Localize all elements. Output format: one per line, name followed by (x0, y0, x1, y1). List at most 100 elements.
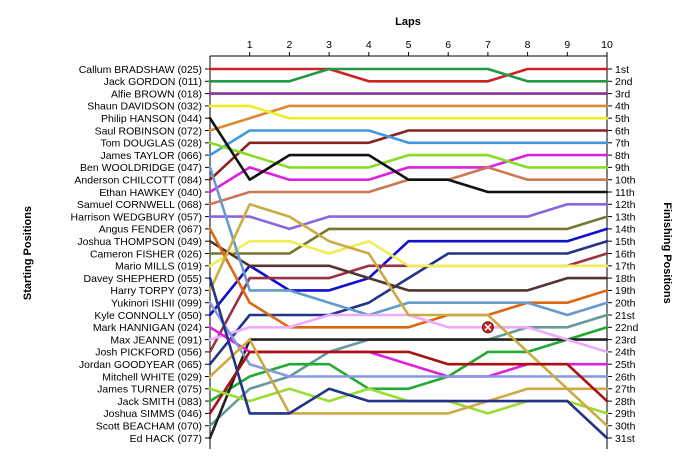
starting-position-label: Shaun DAVIDSON (032) (87, 101, 202, 113)
finishing-position-label: 2nd (615, 76, 633, 88)
finishing-position-label: 11th (615, 187, 635, 199)
finishing-position-label: 26th (615, 371, 636, 383)
starting-position-label: Josh PICKFORD (056) (95, 347, 202, 359)
finishing-position-label: 12th (615, 199, 636, 211)
finishing-position-label: 15th (615, 236, 636, 248)
chart-title: Laps (395, 16, 421, 28)
driver-line (208, 276, 609, 440)
driver-line (208, 239, 609, 268)
driver-line (208, 239, 609, 292)
left-axis-title: Starting Positions (22, 206, 34, 300)
driver-line (208, 203, 609, 391)
finishing-position-label: 17th (615, 261, 636, 273)
starting-position-label: Davey SHEPHERD (055) (84, 273, 202, 285)
x-tick-label: 9 (564, 39, 570, 51)
starting-position-label: Mark HANNIGAN (024) (93, 322, 202, 334)
finishing-position-label: 1st (615, 64, 629, 76)
starting-position-label: Max JEANNE (091) (110, 334, 202, 346)
finishing-position-label: 4th (615, 101, 630, 113)
starting-position-label: Kyle CONNOLLY (050) (94, 310, 202, 322)
axis-labels: 1 2 3 4 5 6 7 8 9 10 Callum BRADSHAW (025)Jack GOR… (71, 39, 639, 445)
series-lines (208, 67, 609, 440)
driver-line (208, 129, 609, 181)
starting-position-label: Joshua THOMPSON (049) (77, 236, 202, 248)
driver-line (208, 301, 609, 378)
starting-position-label: Jack SMITH (083) (117, 396, 202, 408)
driver-line (208, 338, 609, 428)
x-tick-label: 4 (366, 39, 372, 51)
finishing-position-label: 22nd (615, 322, 639, 334)
starting-position-label: Ed HACK (077) (130, 433, 202, 445)
finishing-position-label: 20th (615, 298, 636, 310)
right-axis-title: Finishing Positions (661, 202, 673, 303)
driver-line (208, 153, 609, 194)
driver-line (208, 350, 609, 415)
starting-position-label: Angus FENDER (067) (99, 224, 202, 236)
starting-position-label: Cameron FISHER (026) (90, 248, 202, 260)
starting-position-label: Tom DOUGLAS (028) (100, 138, 202, 150)
starting-position-label: Harrison WEDGBURY (057) (71, 211, 202, 223)
driver-line (208, 67, 609, 83)
finishing-position-label: 6th (615, 125, 630, 137)
driver-line (208, 67, 609, 83)
starting-position-label: Ben WOOLDRIDGE (047) (80, 162, 202, 174)
driver-line (208, 338, 609, 440)
driver-line (208, 203, 609, 231)
driver-line (208, 215, 609, 255)
driver-line (208, 227, 609, 329)
finishing-position-label: 21st (615, 310, 635, 322)
finishing-position-label: 14th (615, 224, 636, 236)
starting-position-label: Harry TORPY (073) (110, 285, 202, 297)
starting-position-label: Ethan HAWKEY (040) (99, 187, 202, 199)
finishing-position-label: 9th (615, 162, 630, 174)
starting-position-label: Philip HANSON (044) (101, 113, 202, 125)
retired-marker (481, 321, 494, 334)
starting-position-label: Jordan GOODYEAR (065) (79, 359, 202, 371)
finishing-position-label: 24th (615, 347, 636, 359)
driver-line (208, 325, 609, 403)
x-tick-label: 6 (445, 39, 451, 51)
starting-position-label: Yukinori ISHII (099) (111, 298, 202, 310)
finishing-position-label: 25th (615, 359, 636, 371)
starting-position-label: Mario MILLS (019) (115, 261, 202, 273)
x-tick-label: 5 (406, 39, 412, 51)
starting-position-label: Joshua SIMMS (046) (103, 408, 202, 420)
finishing-position-label: 31st (615, 433, 635, 445)
driver-line (208, 104, 609, 132)
starting-position-label: Samuel CORNWELL (068) (77, 199, 202, 211)
finishing-position-label: 27th (615, 384, 636, 396)
retired-marker-cross (484, 323, 492, 331)
finishing-position-label: 5th (615, 113, 630, 125)
starting-position-label: Alfie BROWN (018) (111, 88, 202, 100)
driver-line (208, 129, 609, 157)
finishing-position-label: 13th (615, 211, 636, 223)
starting-position-label: Jack GORDON (011) (104, 76, 202, 88)
x-tick-label: 3 (326, 39, 332, 51)
starting-position-label: James TURNER (075) (97, 384, 202, 396)
driver-line (208, 104, 609, 120)
x-tick-label: 8 (525, 39, 531, 51)
markers (481, 321, 494, 334)
finishing-position-label: 7th (615, 138, 630, 150)
finishing-position-label: 16th (615, 248, 636, 260)
starting-position-label: Scott BEACHAM (070) (96, 421, 202, 433)
driver-line (208, 227, 609, 317)
x-tick-label: 7 (485, 39, 491, 51)
finishing-position-label: 30th (615, 421, 636, 433)
finishing-position-label: 8th (615, 150, 630, 162)
starting-position-label: Saul ROBINSON (072) (95, 125, 202, 137)
x-tick-label: 2 (286, 39, 292, 51)
finishing-position-label: 29th (615, 408, 636, 420)
finishing-position-label: 10th (615, 175, 636, 187)
finishing-position-label: 19th (615, 285, 636, 297)
finishing-position-label: 23rd (615, 334, 636, 346)
starting-position-label: Mitchell WHITE (029) (102, 371, 202, 383)
driver-line (208, 116, 609, 194)
driver-line (208, 239, 609, 366)
starting-position-label: Callum BRADSHAW (025) (79, 64, 202, 76)
x-tick-label: 10 (601, 39, 613, 51)
finishing-position-label: 18th (615, 273, 636, 285)
driver-line (208, 166, 609, 317)
finishing-position-label: 3rd (615, 88, 630, 100)
